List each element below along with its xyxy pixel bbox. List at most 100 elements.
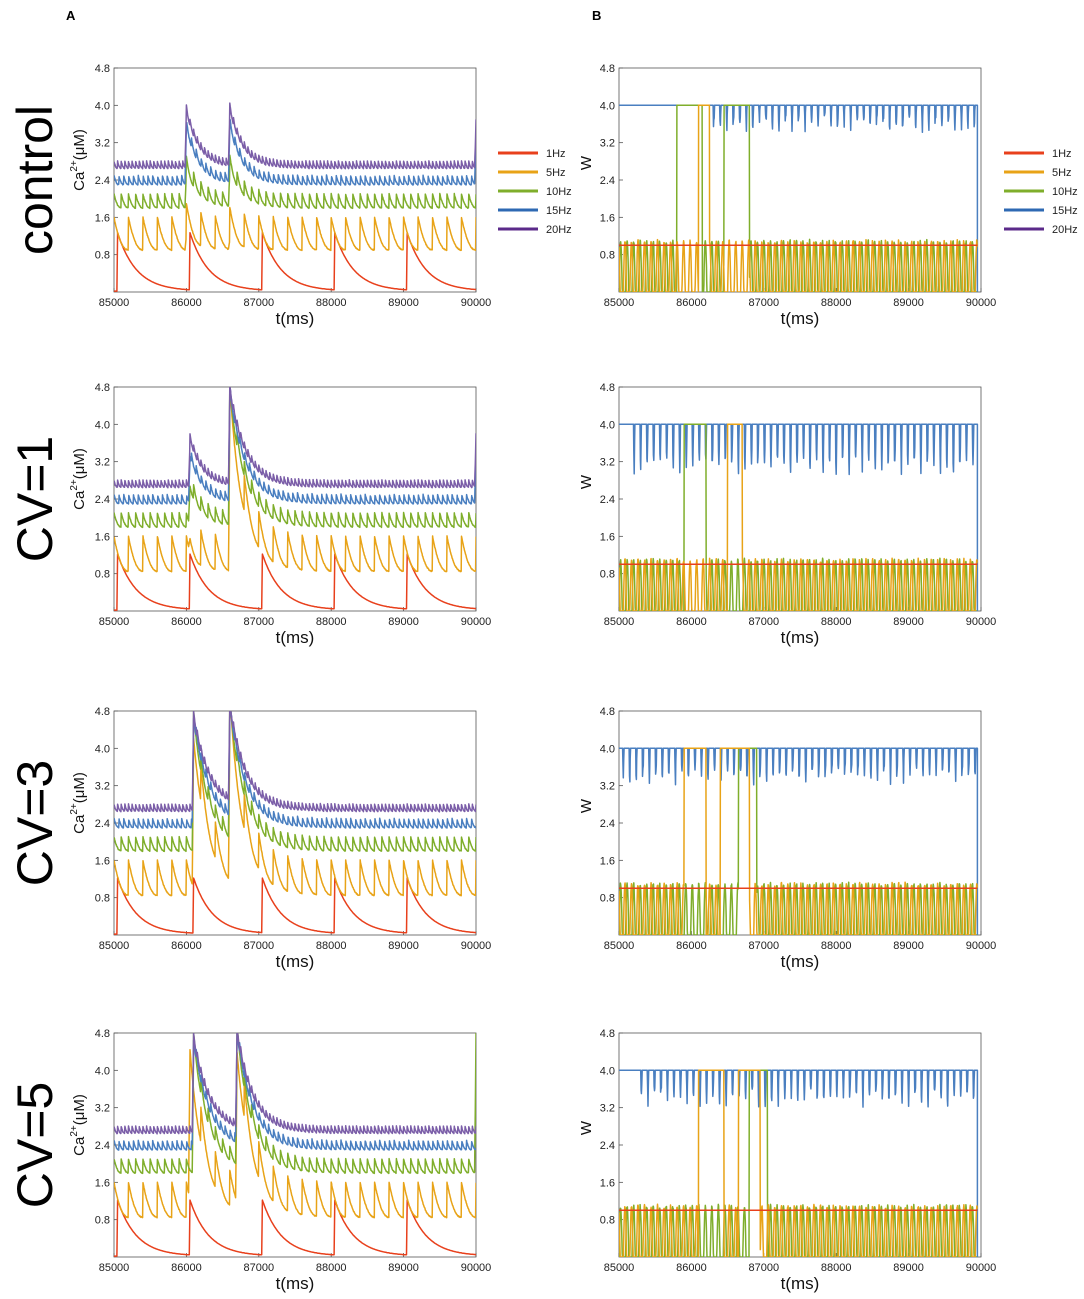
x-axis-label: t(ms): [781, 309, 820, 328]
row-label: CV=5: [7, 1082, 63, 1208]
series-line-15Hz: [619, 423, 979, 611]
x-tick-label: 87000: [244, 1262, 275, 1274]
series-line-1Hz: [114, 1199, 476, 1257]
x-tick-label: 87000: [244, 940, 275, 952]
y-axis-label: Ca2+(μM): [69, 1094, 88, 1156]
y-tick-label: 4.0: [600, 419, 615, 431]
y-tick-label: 1.6: [600, 1177, 615, 1189]
x-tick-label: 86000: [676, 940, 707, 952]
x-tick-label: 90000: [966, 1262, 997, 1274]
legend: 1Hz 5Hz 10Hz 15Hz 20Hz 1Hz 5Hz 10Hz 15Hz 20Hz: [498, 148, 1078, 236]
y-tick-label: 3.2: [95, 138, 110, 150]
series-line-10Hz: [619, 747, 978, 935]
chart-B-2: 85000 86000 87000 88000 89000 90000 0.8 1.6 2.4 3…: [578, 706, 996, 971]
series-line-5Hz: [619, 423, 978, 611]
x-axis-label: t(ms): [781, 952, 820, 971]
series-line-15Hz: [114, 711, 476, 829]
series-line-10Hz: [619, 423, 978, 611]
series-group: [114, 1033, 476, 1257]
y-tick-label: 1.6: [600, 212, 615, 224]
x-axis-label: t(ms): [276, 628, 315, 647]
row-label: control: [7, 105, 63, 255]
y-axis-label: W: [578, 474, 595, 489]
series-group: [619, 747, 979, 935]
series-line-5Hz: [619, 1069, 978, 1257]
x-tick-label: 89000: [388, 940, 419, 952]
x-tick-label: 89000: [893, 297, 924, 309]
y-tick-label: 2.4: [95, 175, 110, 187]
series-line-15Hz: [619, 747, 979, 935]
series-group: [114, 711, 476, 935]
y-tick-label: 0.8: [600, 569, 615, 581]
x-tick-label: 90000: [461, 297, 492, 309]
y-axis-label: Ca2+(μM): [69, 129, 88, 191]
x-tick-label: 85000: [99, 1262, 130, 1274]
series-line-10Hz: [114, 711, 476, 853]
x-tick-label: 90000: [461, 940, 492, 952]
y-tick-label: 2.4: [600, 1140, 615, 1152]
y-tick-label: 0.8: [95, 1215, 110, 1227]
row-label: CV=1: [7, 436, 63, 562]
chart-A-3: 85000 86000 87000 88000 89000 90000 0.8 1.6 2.4 3…: [69, 1028, 491, 1293]
y-tick-label: 2.4: [95, 494, 110, 506]
x-tick-label: 85000: [604, 940, 635, 952]
legend-label: 15Hz: [546, 205, 572, 217]
series-line-10Hz: [114, 1033, 476, 1175]
series-line-1Hz: [114, 877, 476, 935]
y-tick-label: 4.8: [95, 382, 110, 394]
y-tick-label: 4.0: [95, 100, 110, 112]
x-tick-label: 89000: [893, 616, 924, 628]
x-tick-label: 86000: [171, 616, 202, 628]
y-tick-label: 4.8: [95, 1028, 110, 1040]
chart-B-1: 85000 86000 87000 88000 89000 90000 0.8 1.6 2.4 3…: [578, 382, 996, 647]
series-line-1Hz: [114, 553, 476, 611]
panel-letter-a: A: [66, 8, 76, 23]
series-line-1Hz: [114, 231, 476, 292]
x-tick-label: 85000: [604, 1262, 635, 1274]
x-tick-label: 85000: [99, 616, 130, 628]
x-tick-label: 85000: [604, 297, 635, 309]
x-tick-label: 87000: [749, 297, 780, 309]
x-tick-label: 90000: [966, 940, 997, 952]
series-line-5Hz: [114, 1049, 476, 1219]
series-line-10Hz: [114, 387, 476, 529]
x-tick-label: 88000: [316, 616, 347, 628]
series-line-5Hz: [619, 104, 978, 292]
y-tick-label: 3.2: [95, 1103, 110, 1115]
series-group: [619, 104, 979, 292]
series-line-15Hz: [619, 1069, 979, 1257]
chart-B-0: 85000 86000 87000 88000 89000 90000 0.8 1.6 2.4 3…: [578, 63, 996, 328]
chart-A-0: 85000 86000 87000 88000 89000 90000 0.8 1.6 2.4 3…: [69, 63, 491, 328]
y-tick-label: 2.4: [600, 175, 615, 187]
y-tick-label: 4.8: [600, 63, 615, 75]
chart-A-2: 85000 86000 87000 88000 89000 90000 0.8 1.6 2.4 3…: [69, 706, 492, 971]
x-tick-label: 90000: [461, 616, 492, 628]
series-line-10Hz: [619, 104, 978, 292]
y-tick-label: 1.6: [600, 855, 615, 867]
y-tick-label: 4.0: [95, 1065, 110, 1077]
y-tick-label: 4.0: [600, 1065, 615, 1077]
y-tick-label: 3.2: [95, 781, 110, 793]
legend-label: 1Hz: [546, 148, 566, 160]
y-tick-label: 2.4: [95, 1140, 110, 1152]
legend-label: 10Hz: [546, 186, 572, 198]
y-tick-label: 4.0: [600, 100, 615, 112]
x-tick-label: 86000: [676, 1262, 707, 1274]
series-line-15Hz: [114, 118, 476, 186]
y-axis-label: Ca2+(μM): [69, 448, 88, 510]
x-tick-label: 89000: [893, 940, 924, 952]
y-tick-label: 0.8: [600, 1215, 615, 1227]
x-tick-label: 88000: [316, 297, 347, 309]
chart-A-1: 85000 86000 87000 88000 89000 90000 0.8 1.6 2.4 3…: [69, 382, 491, 647]
series-line-15Hz: [114, 1033, 476, 1151]
x-tick-label: 90000: [966, 616, 997, 628]
y-tick-label: 0.8: [95, 569, 110, 581]
y-axis-label: Ca2+(μM): [69, 772, 88, 834]
y-tick-label: 4.0: [600, 743, 615, 755]
legend-label: 5Hz: [1052, 167, 1072, 179]
x-axis-label: t(ms): [781, 1274, 820, 1293]
x-tick-label: 86000: [171, 297, 202, 309]
x-tick-label: 86000: [171, 940, 202, 952]
y-tick-label: 4.8: [600, 382, 615, 394]
